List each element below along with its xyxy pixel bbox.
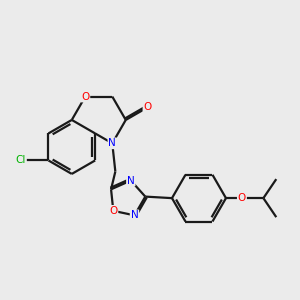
Text: N: N bbox=[108, 138, 116, 148]
Text: O: O bbox=[109, 206, 117, 216]
Text: N: N bbox=[127, 176, 135, 185]
Text: Cl: Cl bbox=[16, 155, 26, 165]
Text: N: N bbox=[130, 210, 138, 220]
Text: O: O bbox=[81, 92, 89, 102]
Text: O: O bbox=[238, 193, 246, 203]
Text: O: O bbox=[143, 102, 152, 112]
